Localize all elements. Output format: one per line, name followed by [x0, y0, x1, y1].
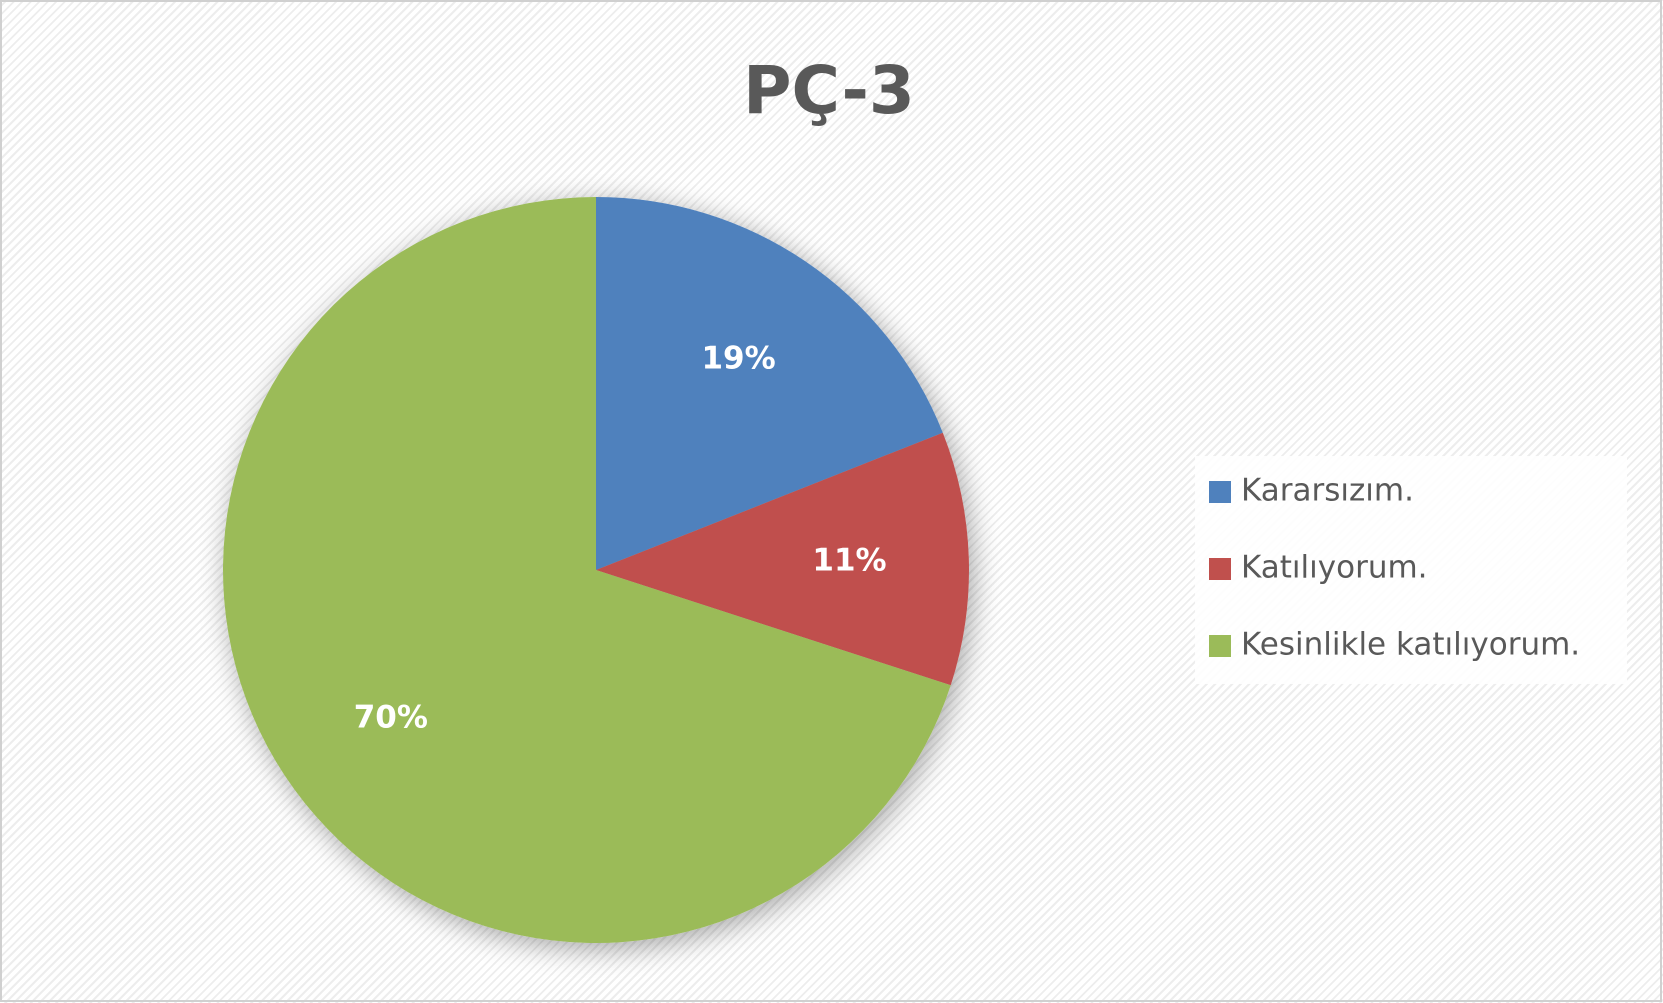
data-label: 19%: [701, 341, 775, 377]
pie-slice: [223, 197, 951, 943]
pie-slice: [596, 432, 970, 686]
legend-label: Katılıyorum.: [1241, 550, 1428, 586]
legend-swatch: [1209, 635, 1231, 657]
pie-slice: [596, 197, 943, 570]
pie: [223, 197, 970, 943]
legend-swatch: [1209, 481, 1231, 503]
legend-label: Kararsızım.: [1241, 473, 1414, 509]
legend-label: Kesinlikle katılıyorum.: [1241, 627, 1580, 663]
legend-swatch: [1209, 558, 1231, 580]
chart-title: PÇ-3: [743, 52, 915, 129]
data-label: 11%: [812, 543, 886, 579]
data-label: 70%: [354, 700, 428, 736]
legend-box: [1195, 456, 1627, 684]
